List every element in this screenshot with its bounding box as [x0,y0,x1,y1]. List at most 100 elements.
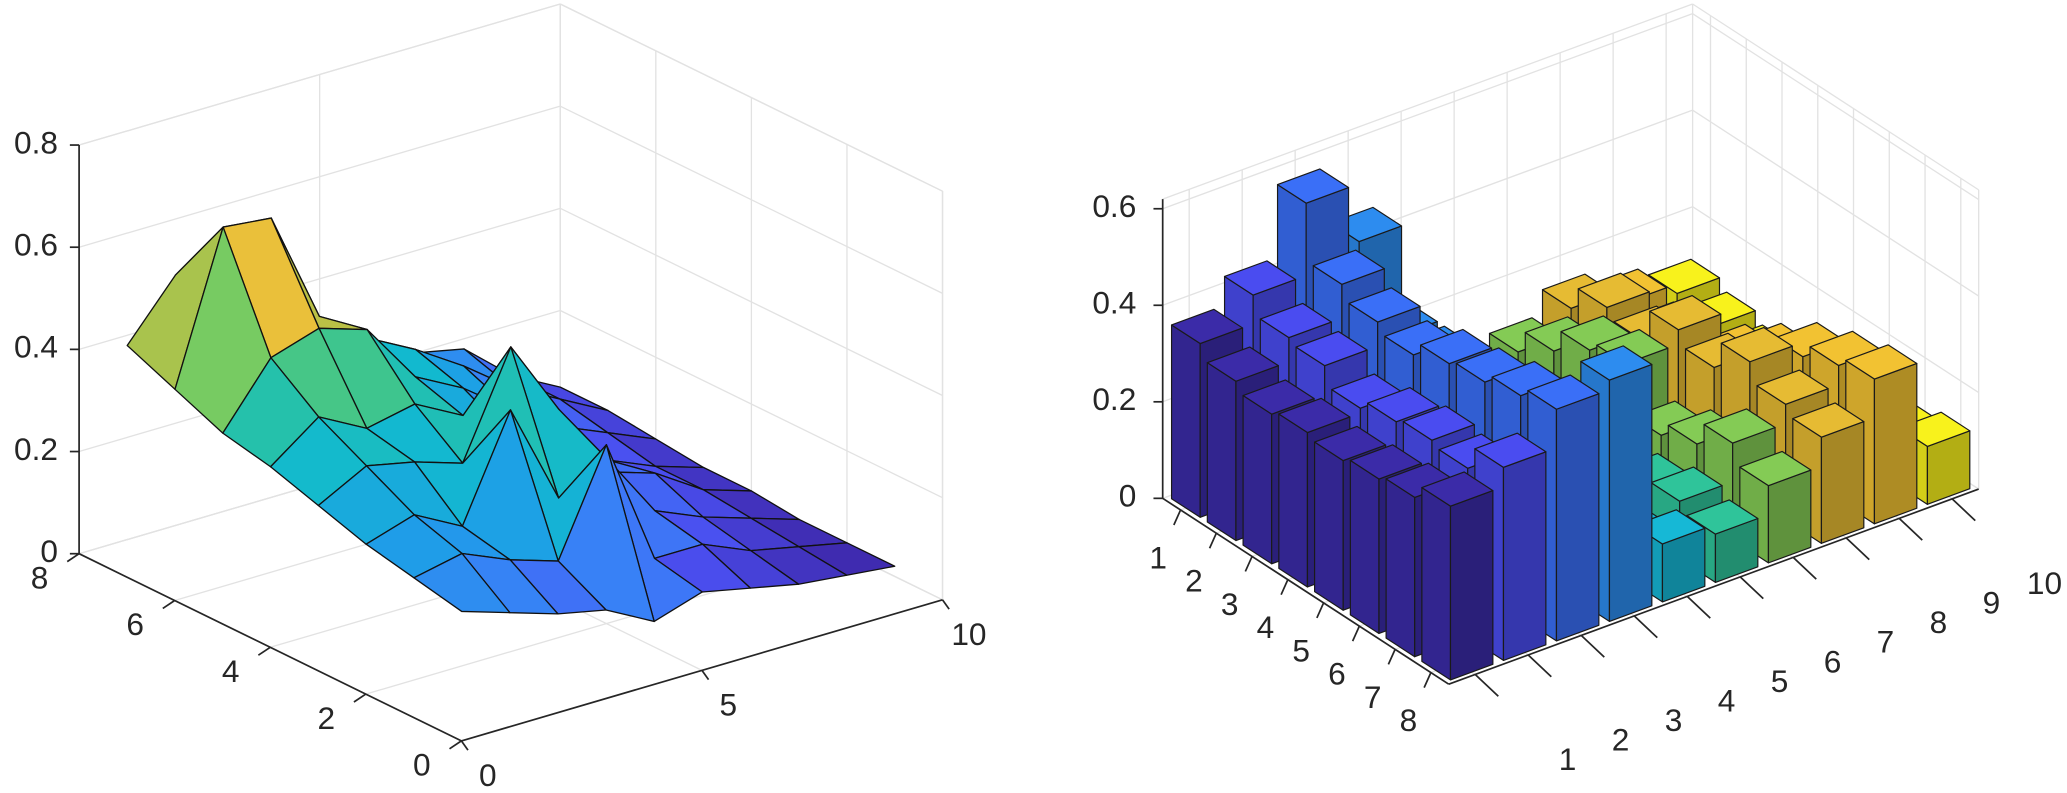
bar-top [1527,374,1600,410]
bar-top [1720,326,1793,363]
bar-top [1419,328,1493,365]
y-tick-label: 0 [413,747,431,783]
grid-line [78,105,561,248]
z-tick-label: 0 [1119,478,1137,514]
pane-edge [1692,3,1980,191]
x-tick-label: 0 [479,757,497,793]
bar-front [1767,469,1812,564]
bar-top [1242,379,1315,415]
x-tick [941,599,950,610]
x-tick-label: 1 [1559,741,1577,777]
x-tick [1686,595,1711,619]
x-tick-label: 10 [951,616,986,652]
y-tick-label: 6 [126,606,144,642]
x-tick [1898,517,1923,541]
z-tick-label: 0.6 [14,227,58,263]
y-tick [257,646,271,656]
bar [1739,450,1812,564]
z-tick-label: 0.2 [1092,381,1136,417]
grid-line [559,3,943,192]
x-tick-label: 3 [1665,702,1683,738]
y-tick-label: 4 [1257,609,1275,645]
x-tick [1845,537,1870,561]
y-tick-label: 8 [1400,702,1418,738]
y-tick [449,740,462,750]
grid-line [559,207,943,397]
bar-top [1649,294,1722,331]
bar-top [1647,258,1721,295]
y-tick [1280,579,1289,596]
bar-top [1580,345,1653,381]
bar-front [1873,362,1918,525]
bar-top [1792,402,1865,438]
bar-top [1650,466,1723,502]
bar-side [1206,362,1237,542]
y-tick-label: 3 [1221,586,1239,622]
x-tick [1792,556,1817,580]
bar-top [1278,397,1351,434]
z-tick-label: 0.4 [1092,285,1136,321]
bar-top [1402,405,1475,441]
x-tick [1739,576,1764,600]
bar-top [1756,369,1829,405]
x-tick [1633,615,1658,639]
x-tick [1951,498,1976,522]
bar-front [1449,489,1494,681]
bar-top [1313,425,1387,462]
y-tick-label: 2 [1185,563,1203,599]
bar-top [1295,330,1368,367]
y-tick-label: 1 [1149,539,1167,575]
bar-top [1686,499,1759,535]
grid-line [1692,109,1980,297]
y-tick [1208,532,1218,549]
x-tick-label: 9 [1983,585,2001,621]
z-tick-label: 0.8 [14,124,58,160]
y-tick [1387,649,1396,665]
y-tick-label: 6 [1328,656,1346,692]
x-tick-label: 6 [1824,643,1842,679]
z-tick-label: 0.4 [14,329,58,365]
grid-line [559,309,943,499]
y-tick-label: 7 [1364,679,1382,715]
bar-top [1577,272,1650,309]
bar-front [1555,393,1600,642]
x-tick [460,740,469,751]
x-tick-label: 4 [1718,682,1736,718]
bar-top [1421,471,1494,507]
x-tick-label: 5 [720,687,738,723]
bar-top [1170,308,1244,345]
bar-top [1259,302,1332,339]
surface-patch [413,552,511,614]
x-axis [1448,488,1979,686]
grid-line [1162,13,1693,210]
y-tick-label: 8 [31,559,49,595]
z-tick-label: 0 [40,533,58,569]
x-tick [1527,654,1552,678]
x-tick-label: 5 [1771,663,1789,699]
y-tick [1351,625,1361,642]
pane-edge [1162,3,1693,200]
bar-front [1502,451,1547,662]
z-tick-label: 0.6 [1092,188,1136,224]
y-tick [66,552,80,563]
grid-line [1692,206,1980,394]
x-tick-label: 10 [2027,565,2062,601]
x-tick [701,669,710,681]
bar-top [1348,287,1421,323]
x-tick [1580,634,1605,658]
bar-side [1242,394,1273,565]
bar-side [1421,486,1452,681]
bar-side [1349,459,1380,635]
x-tick-label: 7 [1877,624,1895,660]
grid-line [1692,13,1980,201]
bar-side [1313,441,1344,611]
bar-top [1845,344,1918,380]
x-tick-label: 2 [1612,721,1630,757]
bar-top [1739,450,1812,487]
x-tick [1474,673,1499,697]
bar-top [1366,387,1440,423]
bar-side [1170,324,1201,518]
bar-front [1820,420,1865,544]
